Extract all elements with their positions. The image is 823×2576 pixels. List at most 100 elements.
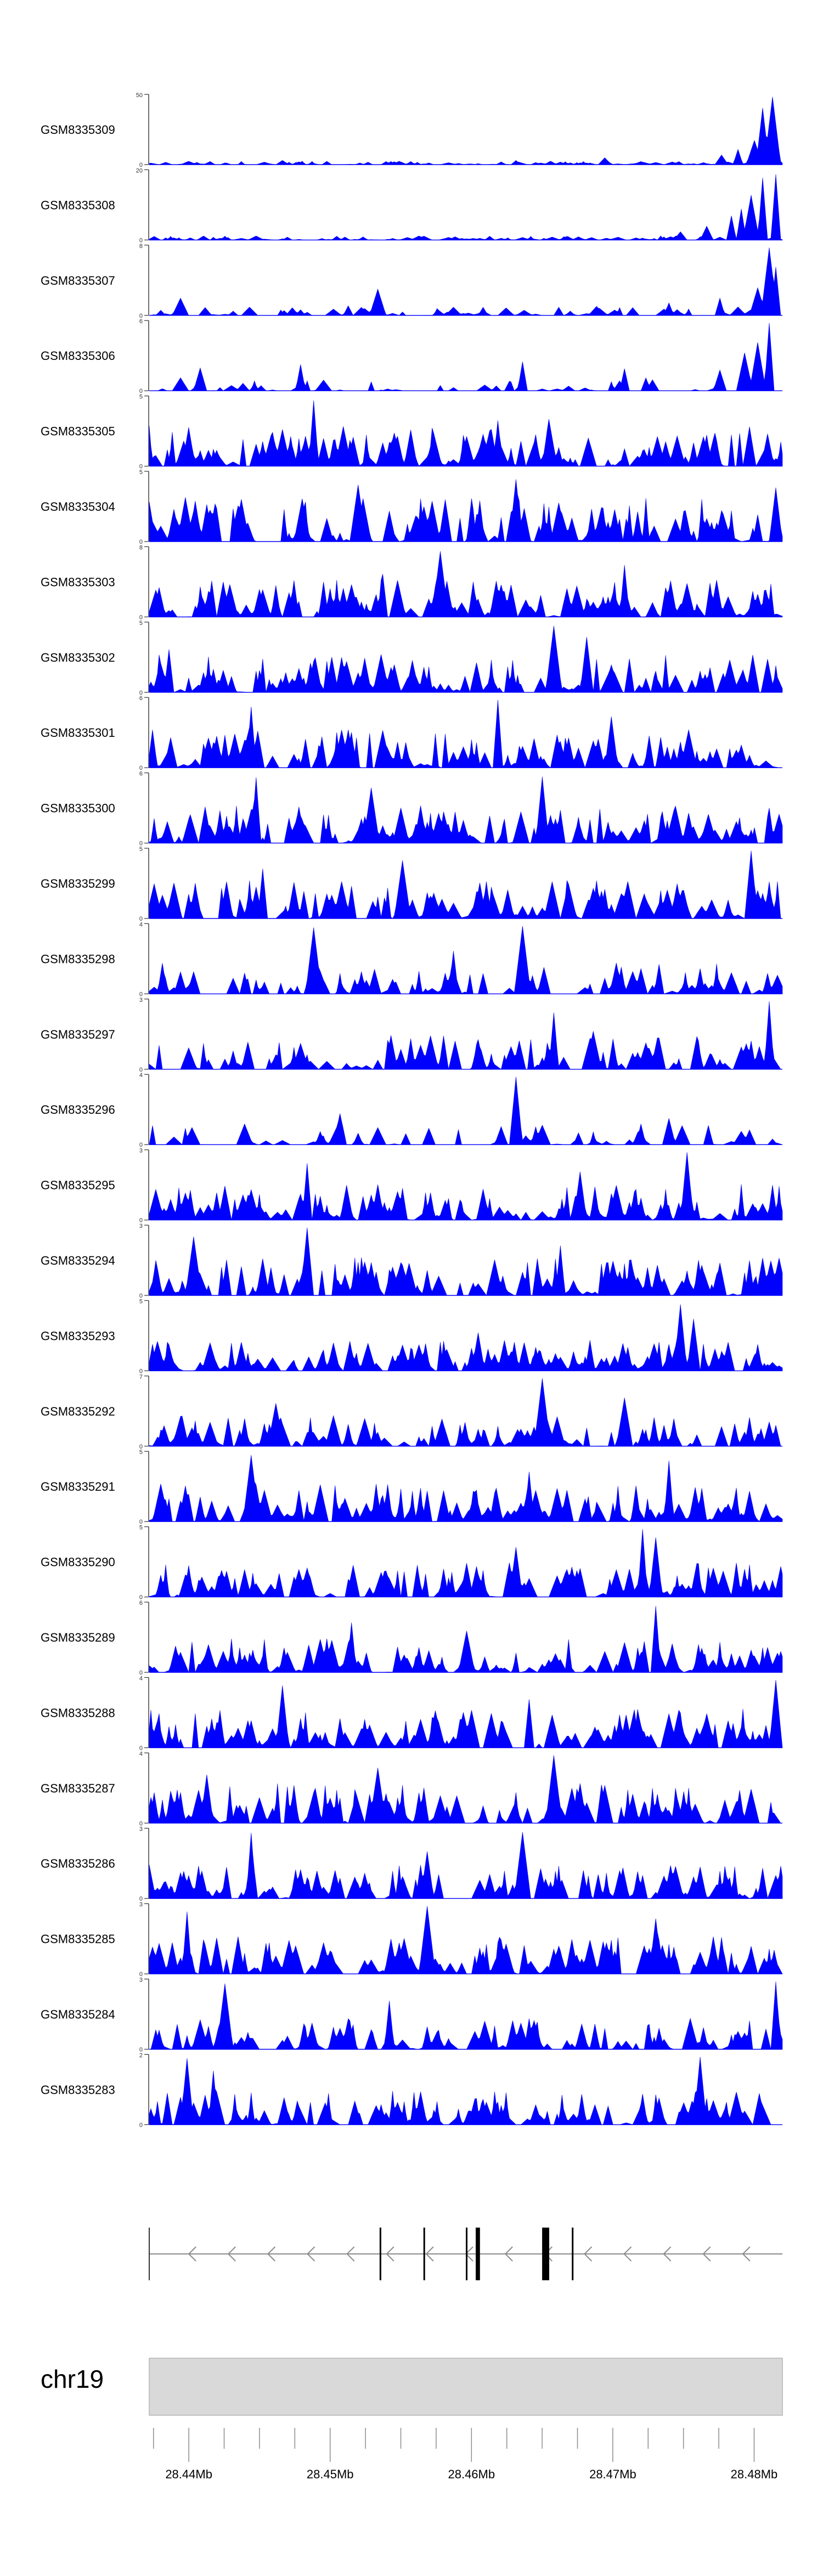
track-GSM8335295: GSM8335295 3 0 <box>41 1148 783 1224</box>
track-label: GSM8335286 <box>41 1857 115 1870</box>
coverage-area <box>149 247 782 316</box>
track-ymin-label: 0 <box>139 1971 143 1978</box>
track-label: GSM8335309 <box>41 123 115 137</box>
strand-arrow <box>583 2246 593 2262</box>
track-GSM8335307: GSM8335307 8 0 <box>41 243 782 319</box>
track-GSM8335287: GSM8335287 4 0 <box>41 1751 782 1827</box>
gene-exon <box>476 2228 480 2280</box>
gene-exon <box>572 2228 574 2280</box>
track-GSM8335297: GSM8335297 3 0 <box>41 997 782 1073</box>
track-GSM8335308: GSM8335308 20 0 <box>41 167 783 244</box>
track-GSM8335290: GSM8335290 5 0 <box>41 1525 783 1601</box>
axis-tick-label: 28.48Mb <box>731 2467 778 2481</box>
track-ymin-label: 0 <box>139 1444 143 1450</box>
track-GSM8335284: GSM8335284 3 0 <box>41 1977 783 2053</box>
coverage-area <box>149 1755 782 1824</box>
strand-arrow <box>663 2246 672 2262</box>
track-GSM8335301: GSM8335301 6 0 <box>41 695 782 771</box>
track-label: GSM8335288 <box>41 1706 115 1720</box>
coverage-area <box>149 97 783 165</box>
track-GSM8335288: GSM8335288 4 0 <box>41 1675 783 1751</box>
strand-arrow <box>307 2246 315 2262</box>
track-ymin-label: 0 <box>139 1293 143 1299</box>
coverage-area <box>149 850 782 920</box>
track-ymax-label: 5 <box>139 1298 143 1305</box>
track-GSM8335291: GSM8335291 5 0 <box>41 1449 783 1525</box>
coverage-area <box>149 1152 783 1221</box>
track-ymax-label: 3 <box>139 1148 143 1154</box>
gene-exon <box>542 2228 549 2280</box>
track-ymin-label: 0 <box>139 2122 143 2128</box>
coverage-area <box>149 174 783 240</box>
track-ymax-label: 3 <box>139 1223 143 1230</box>
coverage-area <box>149 700 782 769</box>
track-label: GSM8335307 <box>41 274 115 288</box>
track-ymin-label: 0 <box>139 313 143 319</box>
strand-arrow <box>504 2246 513 2262</box>
axis-tick-label: 28.44Mb <box>165 2467 212 2481</box>
track-ymax-label: 5 <box>139 394 143 401</box>
track-ymax-label: 6 <box>139 695 143 702</box>
coverage-area <box>149 400 783 467</box>
coverage-area <box>149 1529 783 1597</box>
track-label: GSM8335294 <box>41 1254 115 1267</box>
track-ymax-label: 5 <box>139 1449 143 1456</box>
track-GSM8335303: GSM8335303 8 0 <box>41 544 783 621</box>
strand-arrow <box>188 2246 196 2262</box>
track-ymax-label: 5 <box>139 469 143 476</box>
track-label: GSM8335285 <box>41 1932 115 1946</box>
chromosome-band <box>149 2358 783 2416</box>
coverage-area <box>149 479 783 542</box>
track-ymin-label: 0 <box>139 1670 143 1676</box>
track-label: GSM8335284 <box>41 2008 115 2021</box>
track-GSM8335305: GSM8335305 5 0 <box>41 394 783 470</box>
gene-track <box>149 2228 782 2280</box>
track-ymax-label: 8 <box>139 544 143 551</box>
track-GSM8335283: GSM8335283 2 0 <box>41 2052 782 2128</box>
track-ymax-label: 6 <box>139 1600 143 1607</box>
strand-arrow <box>425 2246 434 2262</box>
coverage-tracks: GSM8335309500GSM8335308200GSM833530780GS… <box>41 92 783 2128</box>
track-label: GSM8335291 <box>41 1480 115 1493</box>
track-ymax-label: 4 <box>139 1675 143 1682</box>
track-ymax-label: 7 <box>139 1374 143 1380</box>
track-ymin-label: 0 <box>139 1594 143 1601</box>
track-label: GSM8335292 <box>41 1405 115 1418</box>
track-ymin-label: 0 <box>139 614 143 621</box>
track-ymin-label: 0 <box>139 162 143 168</box>
track-GSM8335285: GSM8335285 3 0 <box>41 1902 783 1978</box>
coverage-area <box>149 926 783 995</box>
track-label: GSM8335301 <box>41 726 115 740</box>
coverage-area <box>149 776 783 844</box>
axis-tick-label: 28.45Mb <box>307 2467 354 2481</box>
gene-exon <box>379 2228 381 2280</box>
track-ymax-label: 3 <box>139 997 143 1004</box>
track-ymax-label: 50 <box>136 92 143 99</box>
gene-exon <box>423 2228 425 2280</box>
track-ymax-label: 5 <box>139 620 143 627</box>
track-label: GSM8335290 <box>41 1555 115 1569</box>
track-ymax-label: 3 <box>139 1977 143 1983</box>
coverage-area <box>149 551 783 618</box>
track-ymax-label: 3 <box>139 1826 143 1833</box>
track-ymin-label: 0 <box>139 464 143 470</box>
track-label: GSM8335308 <box>41 198 115 212</box>
track-label: GSM8335298 <box>41 952 115 966</box>
track-ymin-label: 0 <box>139 2047 143 2053</box>
track-ymax-label: 5 <box>139 846 143 853</box>
track-ymin-label: 0 <box>139 841 143 847</box>
track-label: GSM8335296 <box>41 1103 115 1117</box>
track-label: GSM8335304 <box>41 500 115 514</box>
track-GSM8335298: GSM8335298 4 0 <box>41 921 783 997</box>
track-ymin-label: 0 <box>139 1519 143 1525</box>
track-GSM8335293: GSM8335293 5 0 <box>41 1298 783 1374</box>
track-label: GSM8335283 <box>41 2083 115 2096</box>
track-GSM8335299: GSM8335299 5 0 <box>41 846 782 922</box>
track-ymax-label: 8 <box>139 243 143 250</box>
track-label: GSM8335306 <box>41 349 115 363</box>
track-GSM8335306: GSM8335306 6 0 <box>41 318 782 394</box>
track-label: GSM8335302 <box>41 651 115 664</box>
track-ymax-label: 2 <box>139 2052 143 2059</box>
coverage-area <box>149 1832 783 1899</box>
